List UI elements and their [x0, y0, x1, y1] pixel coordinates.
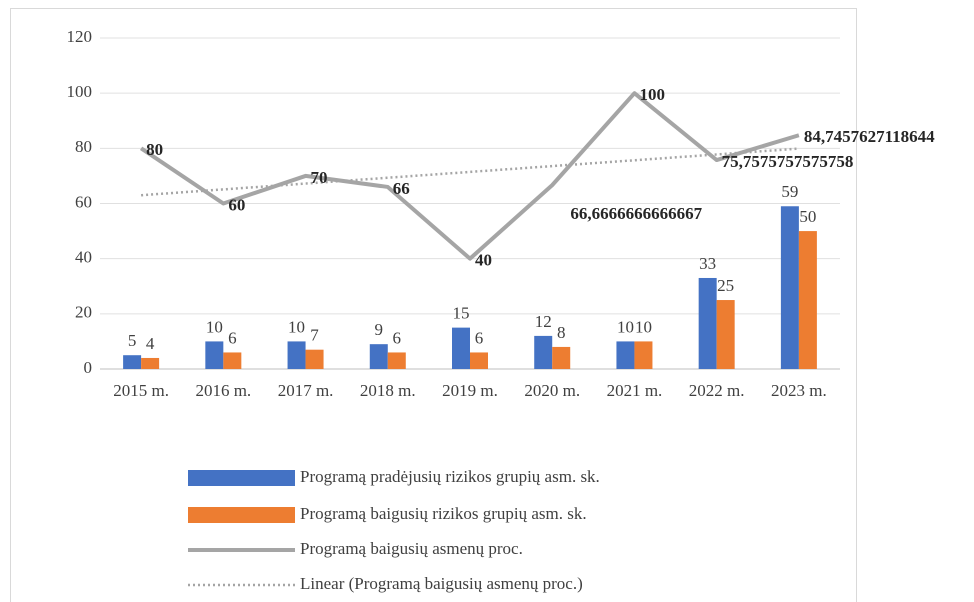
- y-tick-label: 40: [75, 248, 92, 267]
- bar-value-label: 10: [635, 317, 652, 336]
- bar-value-label: 15: [453, 304, 470, 323]
- x-tick-label: 2020 m.: [524, 381, 580, 400]
- bar: [205, 341, 224, 369]
- line-value-label: 75,7575757575758: [722, 152, 854, 171]
- x-tick-label: 2018 m.: [360, 381, 416, 400]
- bar: [305, 349, 324, 369]
- y-tick-label: 0: [84, 358, 93, 377]
- legend-label: Programą baigusių rizikos grupių asm. sk…: [300, 504, 587, 523]
- bar-value-label: 10: [288, 317, 305, 336]
- bar: [780, 206, 799, 369]
- legend-label: Programą baigusių asmenų proc.: [300, 539, 523, 558]
- bar-value-label: 12: [535, 312, 552, 331]
- bar: [534, 335, 553, 369]
- x-tick-label: 2016 m.: [195, 381, 251, 400]
- line-value-label: 80: [146, 140, 163, 159]
- bar-value-label: 59: [781, 182, 798, 201]
- bar-value-label: 6: [228, 328, 237, 347]
- legend-label: Programą pradėjusių rizikos grupių asm. …: [300, 467, 600, 486]
- y-tick-label: 100: [67, 82, 93, 101]
- bar: [452, 327, 470, 369]
- bar: [141, 357, 160, 369]
- bar: [470, 352, 488, 369]
- y-tick-label: 80: [75, 137, 92, 156]
- bar: [287, 341, 306, 369]
- line-value-label: 40: [475, 251, 492, 270]
- bar-value-label: 9: [375, 320, 384, 339]
- bar: [387, 352, 406, 369]
- line-value-label: 84,7457627118644: [804, 127, 935, 146]
- line-series: [139, 91, 800, 261]
- x-tick-label: 2017 m.: [278, 381, 334, 400]
- line-value-label: 66,6666666666667: [570, 204, 702, 223]
- x-tick-label: 2021 m.: [607, 381, 663, 400]
- bar: [634, 341, 653, 369]
- bar-value-label: 5: [128, 331, 137, 350]
- bar: [698, 277, 717, 369]
- legend-swatch: [188, 470, 295, 486]
- y-tick-label: 20: [75, 303, 92, 322]
- bar: [123, 355, 142, 369]
- bar-value-label: 10: [617, 317, 634, 336]
- line-value-label: 66: [393, 179, 410, 198]
- bar-value-label: 4: [146, 334, 155, 353]
- legend-swatch: [188, 507, 295, 523]
- bar-value-label: 10: [206, 317, 223, 336]
- bar: [369, 344, 388, 369]
- bar: [716, 300, 735, 369]
- y-tick-label: 120: [67, 27, 93, 46]
- bar-value-label: 6: [475, 328, 484, 347]
- x-tick-label: 2015 m.: [113, 381, 169, 400]
- line-value-label: 100: [639, 85, 665, 104]
- bar: [798, 231, 817, 369]
- bar-value-label: 8: [557, 323, 566, 342]
- x-tick-label: 2023 m.: [771, 381, 827, 400]
- line-value-label: 60: [228, 195, 245, 214]
- legend-label: Linear (Programą baigusių asmenų proc.): [300, 574, 583, 593]
- bar-value-label: 6: [393, 328, 402, 347]
- y-tick-label: 60: [75, 192, 92, 211]
- bar-value-label: 33: [699, 254, 716, 273]
- bar: [616, 341, 635, 369]
- bar-value-label: 25: [717, 276, 734, 295]
- bar-value-label: 7: [310, 326, 319, 345]
- x-tick-label: 2022 m.: [689, 381, 745, 400]
- x-tick-label: 2019 m.: [442, 381, 498, 400]
- bar: [552, 346, 571, 369]
- bar-value-label: 50: [799, 207, 816, 226]
- bar: [223, 352, 242, 369]
- line-value-label: 70: [311, 168, 328, 187]
